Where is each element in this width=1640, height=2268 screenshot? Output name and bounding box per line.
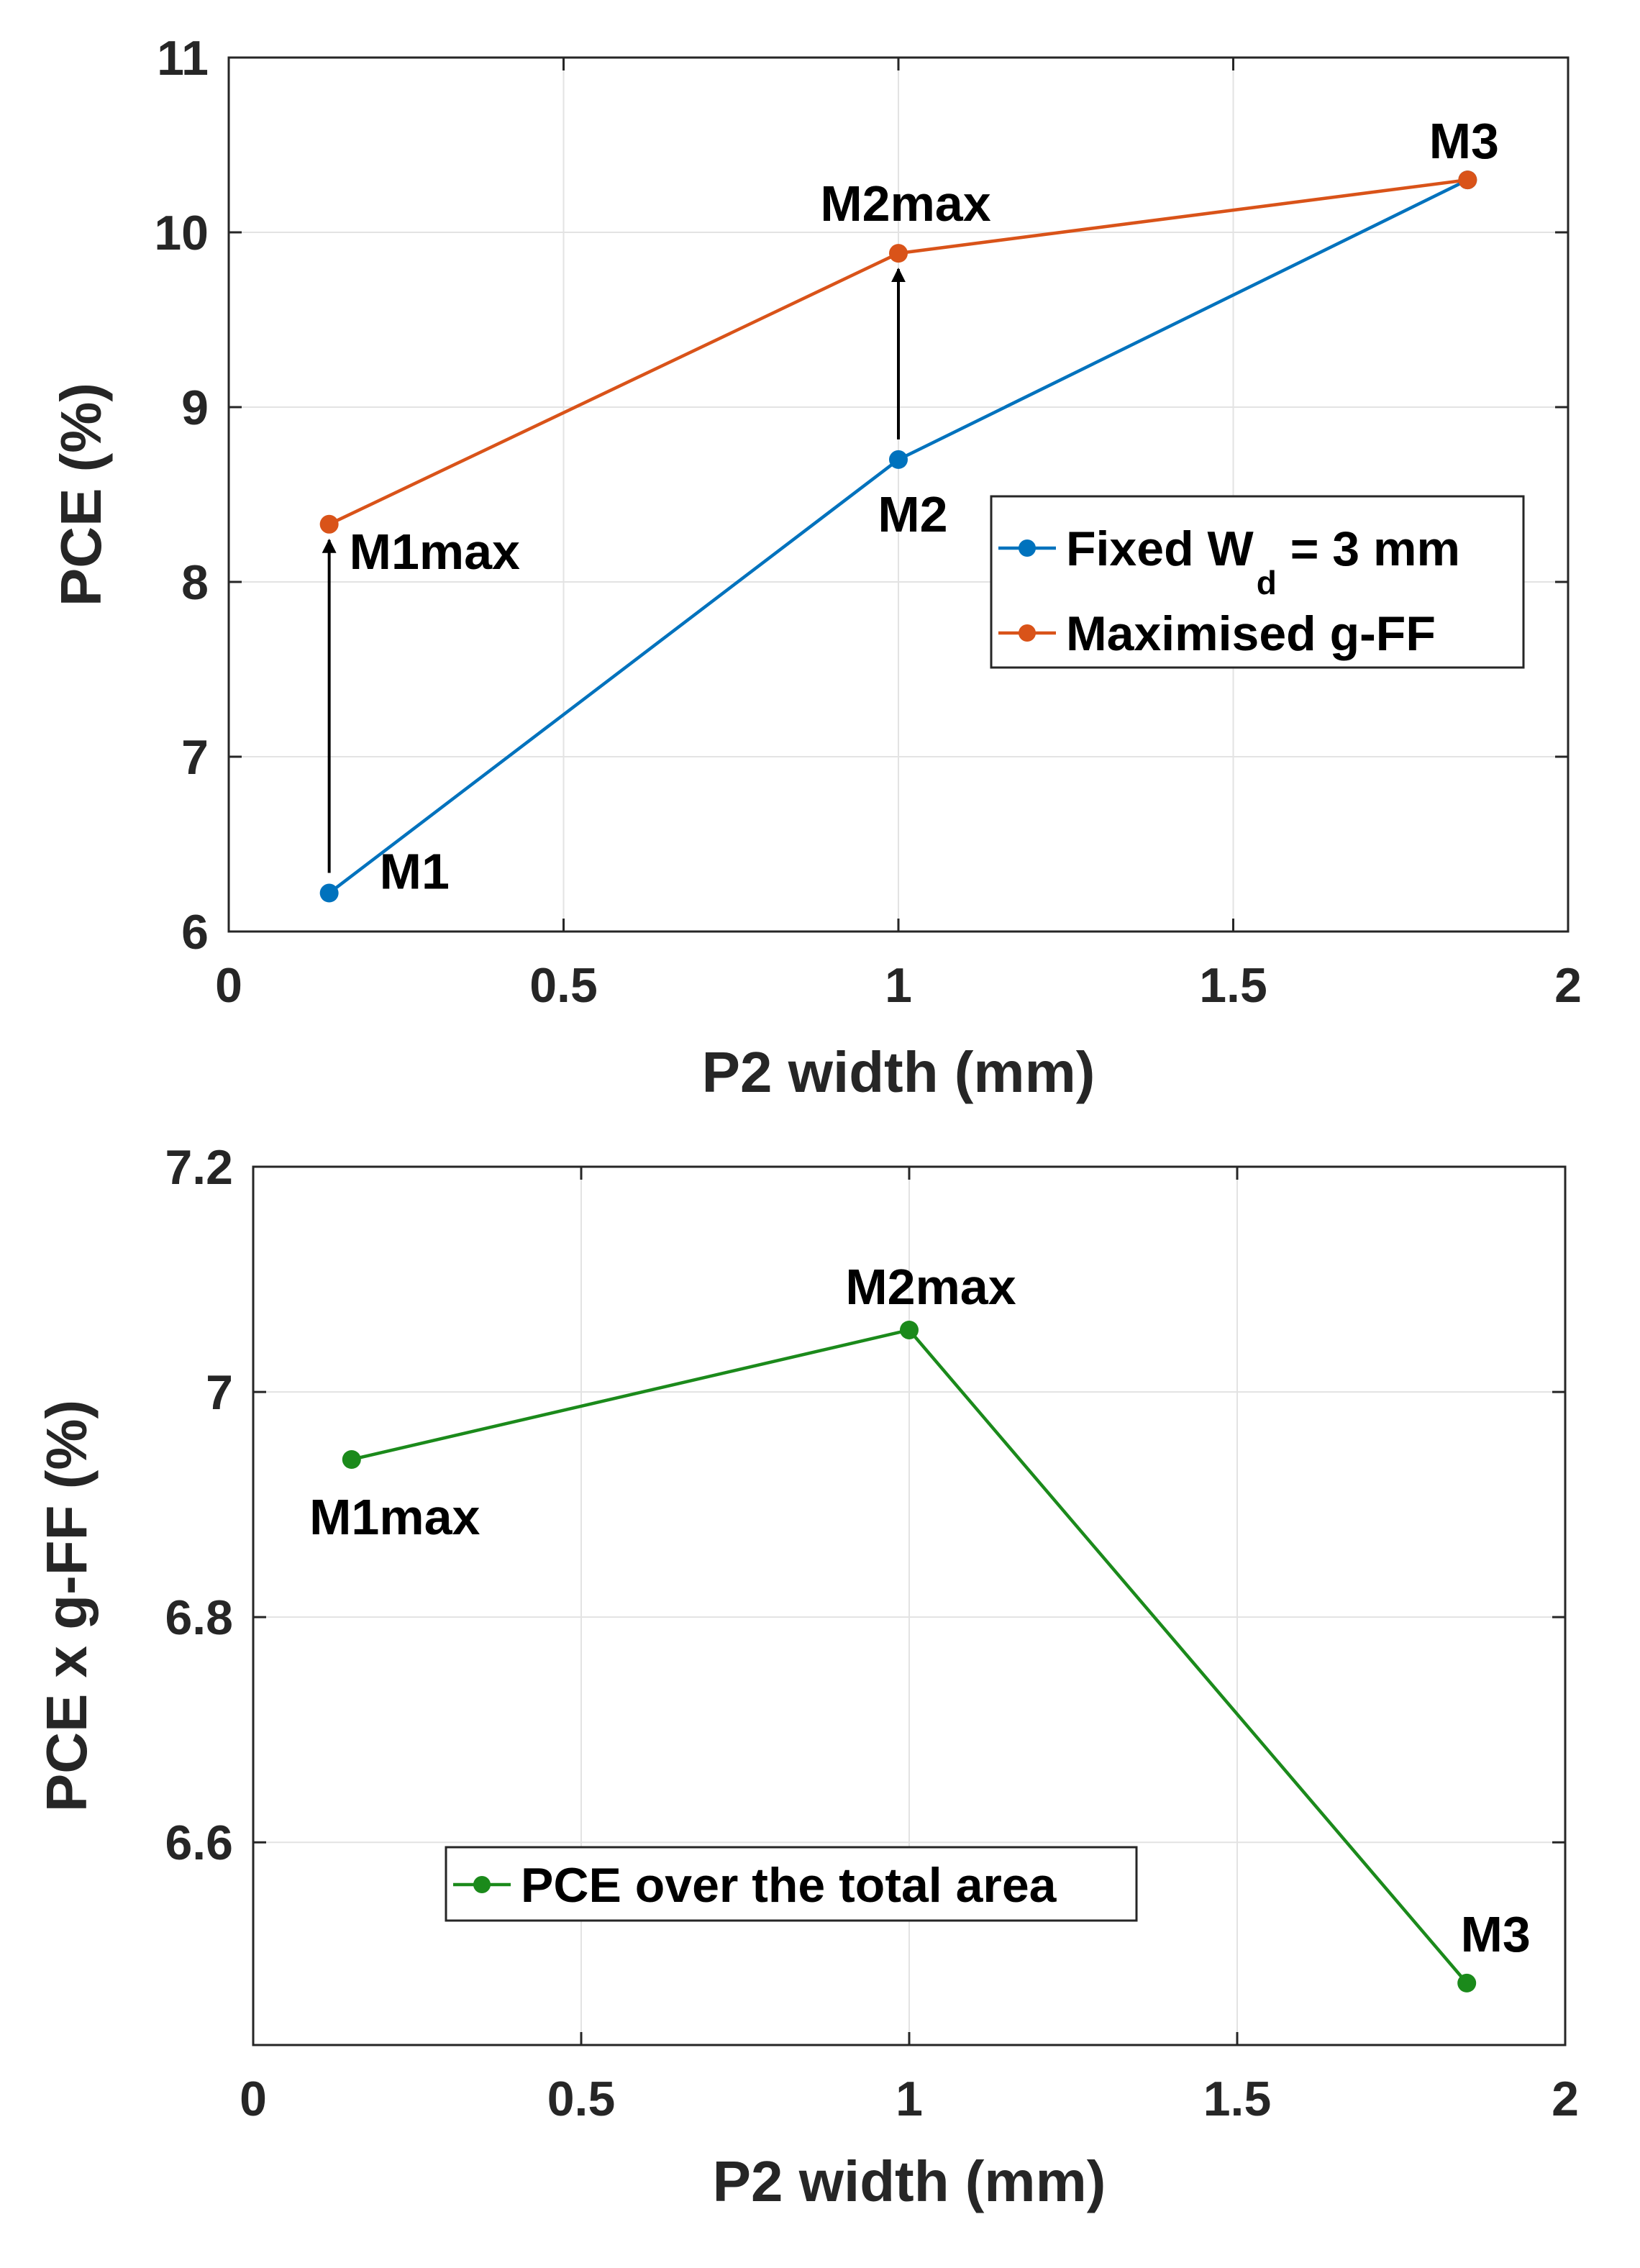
legend-entry: PCE over the total area <box>521 1858 1057 1913</box>
legend-entry: Maximised g-FF <box>1066 606 1436 661</box>
point-annotation: M1max <box>350 524 520 580</box>
point-annotation: M1max <box>309 1489 480 1545</box>
data-point <box>319 514 339 534</box>
point-annotation: M1 <box>380 844 450 900</box>
data-point <box>319 883 339 903</box>
data-point <box>342 1450 361 1469</box>
x-tick-label: 0.5 <box>529 958 598 1013</box>
x-axis-label: P2 width (mm) <box>713 2149 1106 2213</box>
y-tick-label: 7 <box>206 1365 233 1420</box>
x-tick-label: 2 <box>1552 2072 1579 2126</box>
legend-box <box>445 1846 1138 1922</box>
chart-pce-vs-p2-width: 0 0.5 1 1.5 2 6 7 8 9 10 11 P2 width (mm) PCE (%) M1 M… <box>49 31 1582 1104</box>
y-tick-label: 6.8 <box>165 1590 233 1645</box>
y-tick-label: 8 <box>181 555 209 610</box>
x-axis-label: P2 width (mm) <box>702 1040 1095 1104</box>
point-annotation: M3 <box>1429 113 1499 169</box>
data-point <box>889 450 908 469</box>
legend-entry: Fixed Wd = 3 mm <box>1066 522 1460 601</box>
point-annotation: M2max <box>845 1259 1016 1315</box>
y-tick-label: 6 <box>181 905 209 960</box>
data-point <box>1458 170 1477 190</box>
data-point <box>1457 1973 1477 1993</box>
legend-marker <box>1019 539 1036 557</box>
x-tick-label: 0.5 <box>547 2072 616 2126</box>
x-tick-label: 1.5 <box>1199 958 1267 1013</box>
y-tick-label: 6.6 <box>165 1816 233 1870</box>
data-point <box>900 1320 919 1339</box>
legend-marker <box>473 1876 491 1893</box>
chart-pce-gff-vs-p2-width: 0 0.5 1 1.5 2 6.6 6.8 7 7.2 P2 width (mm) PCE x g-… <box>35 1140 1579 2213</box>
y-tick-label: 10 <box>154 206 209 260</box>
legend-marker <box>1019 624 1036 642</box>
y-tick-label: 7 <box>181 730 209 785</box>
y-tick-label: 9 <box>181 381 209 435</box>
x-tick-label: 2 <box>1554 958 1582 1013</box>
data-point <box>889 244 908 263</box>
x-tick-label: 1 <box>896 2072 923 2126</box>
point-annotation: M3 <box>1461 1906 1531 1962</box>
y-tick-label: 7.2 <box>165 1140 233 1195</box>
y-axis-label: PCE x g-FF (%) <box>35 1400 99 1812</box>
x-tick-label: 0 <box>215 958 242 1013</box>
x-tick-label: 1.5 <box>1203 2072 1272 2126</box>
x-tick-label: 0 <box>240 2072 267 2126</box>
point-annotation: M2max <box>820 176 990 232</box>
y-tick-label: 11 <box>157 31 209 86</box>
x-tick-label: 1 <box>885 958 912 1013</box>
legend-box <box>990 495 1525 669</box>
point-annotation: M2 <box>878 486 947 542</box>
y-axis-label: PCE (%) <box>49 383 113 606</box>
